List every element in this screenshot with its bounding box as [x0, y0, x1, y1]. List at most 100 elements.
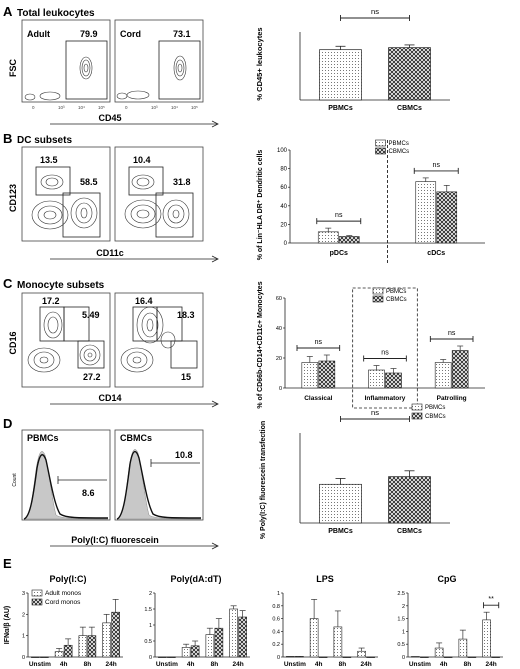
- bar: [40, 656, 49, 658]
- flow-d-plot-1-histogram-control: [23, 451, 109, 520]
- flow-c-y-label: CD16: [8, 331, 18, 354]
- flow-a-plot-2-pct: 73.1: [173, 29, 191, 39]
- bar: [388, 47, 431, 101]
- legend-label: PBMCs: [389, 141, 409, 147]
- y-tick-label: 0: [402, 655, 405, 661]
- category-label: Unstim: [284, 661, 306, 668]
- category-label: Classical: [304, 395, 332, 402]
- flow-d-plot-2-pct: 10.8: [175, 450, 193, 460]
- bar: [318, 360, 336, 389]
- flow-c-plot-1-gate-b: [63, 306, 90, 342]
- flow-a-plot-2-frame: [114, 19, 204, 103]
- bar: [295, 656, 304, 658]
- bar: [214, 627, 224, 658]
- category-label: cDCs: [427, 250, 445, 257]
- flow-c-plot-1-gate-b-pct: 5.49: [82, 310, 100, 320]
- bar: [54, 651, 64, 658]
- category-label: Inflammatory: [365, 395, 406, 402]
- category-label: CBMCs: [397, 105, 422, 112]
- y-tick-label: 0: [149, 655, 152, 661]
- flow-c-plot-2-gate-c-pct: 15: [181, 372, 191, 382]
- significance-label: ns: [371, 7, 379, 16]
- chart-b-y-label: % of Lin⁻HLA DR⁺ Dendritic cells: [257, 150, 264, 261]
- bar: [63, 644, 73, 658]
- category-label: PBMCs: [328, 528, 353, 535]
- flow-a-tick: 0: [32, 105, 35, 110]
- legend-label: Adult monos: [45, 590, 82, 597]
- chart-e2: 0 0.5 1 1.5 2 Unstim 4h 8h 24h: [144, 591, 250, 668]
- legend-swatch: [411, 412, 423, 420]
- category-label: 8h: [84, 661, 92, 668]
- bar: [205, 634, 215, 658]
- bar: [102, 622, 111, 658]
- y-tick-label: 0: [22, 655, 25, 661]
- y-tick-label: 0.5: [397, 642, 405, 648]
- legend-label: Cord monos: [45, 599, 81, 606]
- chart-e3-title: LPS: [316, 574, 334, 584]
- bar: [342, 656, 352, 658]
- bar: [181, 647, 191, 658]
- flow-a-tick: 10⁴: [171, 105, 178, 110]
- y-tick-label: 0.2: [272, 642, 280, 648]
- bar: [467, 656, 477, 658]
- chart-e1-y-label: IFNα/β (AU): [4, 606, 11, 645]
- y-tick-label: 40: [280, 204, 287, 210]
- flow-d-x-label: Poly(I:C) fluorescein: [71, 535, 159, 545]
- flow-a-plot-1-gate: [65, 40, 108, 100]
- bar: [111, 611, 120, 658]
- flow-a-plot-2-contours: [116, 55, 187, 100]
- chart-e4: 0 0.5 1 1.5 2 2.5 Unstim 4h 8h 24h **: [397, 591, 503, 668]
- category-label: Unstim: [29, 661, 51, 668]
- flow-d-plot-1-histogram: [23, 454, 109, 520]
- panel-letter-e: E: [3, 556, 12, 571]
- bar: [357, 650, 366, 658]
- significance-label: ns: [335, 212, 343, 219]
- flow-b-plot-1-frame: [21, 146, 111, 242]
- flow-c-plot-1-gate-c: [77, 340, 105, 369]
- bar: [318, 656, 328, 658]
- bar: [366, 656, 375, 658]
- y-tick-label: 100: [277, 148, 288, 154]
- y-tick-label: 20: [280, 222, 287, 228]
- bar: [443, 656, 453, 658]
- category-label: 8h: [339, 661, 347, 668]
- flow-d-plot-2-label: CBMCs: [120, 433, 152, 443]
- flow-a-plot-2-label: Cord: [120, 29, 141, 39]
- y-tick-label: 60: [276, 296, 282, 302]
- chart-a-y-label: % CD45+ leukocytes: [255, 27, 264, 100]
- flow-a-x-label: CD45: [98, 113, 121, 123]
- bar: [309, 618, 319, 658]
- category-label: pDCs: [330, 250, 348, 257]
- flow-d-plot-2-frame: [114, 429, 204, 521]
- chart-d-y-label: % Poly(I:C) fluorescein transfection: [260, 421, 267, 539]
- significance-label: ns: [448, 330, 456, 337]
- flow-a-plot-1-pct: 79.9: [80, 29, 98, 39]
- y-tick-label: 40: [276, 326, 282, 332]
- flow-b-x-label: CD11c: [96, 248, 124, 258]
- flow-a-y-label: FSC: [8, 58, 18, 77]
- flow-c-plot-2-gate-b: [156, 306, 183, 342]
- flow-b-plot-2-frame: [114, 146, 204, 242]
- category-label: 4h: [440, 661, 448, 668]
- bar: [78, 635, 88, 658]
- significance-label: ns: [371, 408, 379, 417]
- panel-title-b: DC subsets: [17, 135, 72, 146]
- bar: [158, 656, 167, 658]
- flow-d-plot-1-frame: [21, 429, 111, 521]
- y-tick-label: 0.5: [144, 639, 152, 645]
- bar: [491, 656, 500, 658]
- y-tick-label: 0.8: [272, 604, 280, 610]
- flow-d-plot-2-histogram: [116, 450, 202, 520]
- y-tick-label: 60: [280, 185, 287, 191]
- flow-a-x-arrowhead: [211, 120, 219, 128]
- bar: [436, 191, 458, 244]
- flow-a-tick: 10³: [58, 105, 65, 110]
- panel-letter-d: D: [3, 416, 12, 431]
- flow-a-tick: 10³: [151, 105, 158, 110]
- bar: [434, 647, 444, 658]
- y-tick-label: 2: [149, 591, 152, 597]
- category-label: 24h: [106, 661, 117, 668]
- category-label: 8h: [464, 661, 472, 668]
- flow-c-plot-1-gate-c-pct: 27.2: [83, 372, 101, 382]
